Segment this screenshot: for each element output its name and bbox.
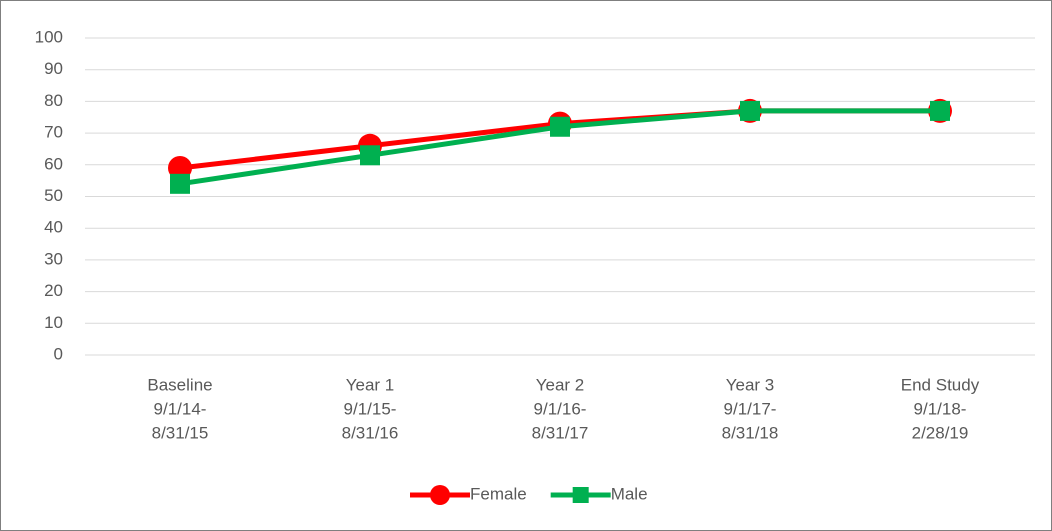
data-point — [360, 145, 380, 166]
x-tick-label: 9/1/18- — [914, 399, 967, 418]
x-tick-label: Year 1 — [346, 375, 395, 394]
data-point — [740, 100, 760, 121]
legend-marker — [430, 485, 450, 505]
x-tick-label: 2/28/19 — [912, 423, 969, 442]
x-tick-label: 9/1/15- — [344, 399, 397, 418]
data-point — [930, 100, 950, 121]
x-tick-label: End Study — [901, 375, 980, 394]
x-tick-label: Baseline — [147, 375, 212, 394]
y-tick-label: 90 — [44, 59, 63, 78]
legend-label: Male — [611, 484, 648, 503]
x-tick-label: 9/1/16- — [534, 399, 587, 418]
data-point — [550, 116, 570, 137]
x-tick-label: 8/31/17 — [532, 423, 589, 442]
y-tick-label: 80 — [44, 91, 63, 110]
x-tick-label: 9/1/17- — [724, 399, 777, 418]
x-tick-label: 8/31/18 — [722, 423, 779, 442]
y-tick-label: 0 — [54, 344, 63, 363]
y-tick-label: 30 — [44, 249, 63, 268]
y-tick-label: 60 — [44, 154, 63, 173]
y-tick-label: 10 — [44, 313, 63, 332]
legend-label: Female — [470, 484, 527, 503]
y-tick-label: 50 — [44, 186, 63, 205]
y-tick-label: 40 — [44, 218, 63, 237]
data-point — [170, 173, 190, 194]
x-tick-label: Year 3 — [726, 375, 775, 394]
x-tick-label: Year 2 — [536, 375, 585, 394]
legend-marker — [572, 487, 589, 503]
y-tick-label: 100 — [35, 27, 63, 46]
x-tick-label: 9/1/14- — [154, 399, 207, 418]
y-tick-label: 70 — [44, 123, 63, 142]
x-tick-label: 8/31/15 — [152, 423, 209, 442]
x-tick-label: 8/31/16 — [342, 423, 399, 442]
y-tick-label: 20 — [44, 281, 63, 300]
